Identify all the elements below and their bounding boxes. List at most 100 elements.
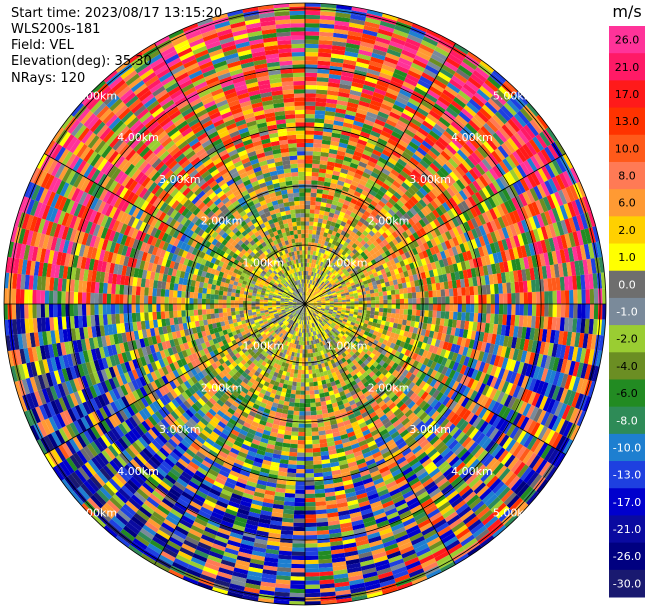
velocity-gate bbox=[371, 268, 377, 274]
velocity-gate bbox=[314, 389, 320, 395]
velocity-gate bbox=[313, 381, 318, 387]
velocity-gate bbox=[403, 270, 409, 278]
velocity-gate bbox=[312, 291, 317, 295]
velocity-gate bbox=[555, 317, 561, 331]
velocity-gate bbox=[397, 92, 410, 102]
velocity-gate bbox=[529, 267, 536, 281]
velocity-gate bbox=[448, 369, 456, 379]
velocity-gate bbox=[536, 291, 541, 304]
velocity-gate bbox=[323, 311, 329, 315]
velocity-gate bbox=[341, 126, 352, 133]
velocity-gate bbox=[305, 489, 315, 494]
velocity-gate bbox=[435, 75, 449, 86]
velocity-gate bbox=[407, 187, 416, 196]
velocity-gate bbox=[326, 198, 333, 205]
velocity-gate bbox=[321, 223, 327, 229]
velocity-gate bbox=[443, 318, 449, 327]
velocity-gate bbox=[377, 315, 383, 321]
velocity-gate bbox=[378, 264, 385, 271]
velocity-gate bbox=[316, 308, 321, 311]
velocity-gate bbox=[328, 277, 333, 282]
velocity-gate bbox=[287, 468, 297, 474]
velocity-gate bbox=[314, 110, 326, 115]
velocity-gate bbox=[401, 182, 410, 191]
velocity-gate bbox=[362, 149, 373, 157]
velocity-gate bbox=[312, 290, 316, 295]
velocity-gate bbox=[559, 204, 569, 220]
velocity-gate bbox=[482, 304, 487, 314]
velocity-gate bbox=[311, 435, 320, 441]
velocity-gate bbox=[481, 187, 491, 199]
velocity-gate bbox=[360, 274, 366, 279]
velocity-gate bbox=[421, 172, 431, 182]
velocity-gate bbox=[497, 356, 505, 368]
velocity-gate bbox=[308, 242, 312, 247]
velocity-gate bbox=[424, 304, 429, 311]
velocity-gate bbox=[418, 348, 425, 357]
velocity-gate bbox=[292, 530, 305, 536]
velocity-gate bbox=[312, 151, 321, 157]
velocity-gate bbox=[301, 361, 305, 366]
velocity-gate bbox=[312, 306, 317, 309]
velocity-gate bbox=[421, 140, 433, 150]
velocity-gate bbox=[499, 261, 505, 273]
velocity-gate bbox=[317, 222, 323, 228]
velocity-gate bbox=[365, 233, 373, 240]
velocity-gate bbox=[296, 357, 300, 362]
velocity-gate bbox=[550, 193, 560, 208]
velocity-gate bbox=[375, 244, 382, 251]
velocity-gate bbox=[418, 175, 428, 185]
velocity-gate bbox=[307, 258, 310, 263]
velocity-gate bbox=[358, 295, 363, 299]
velocity-gate bbox=[402, 282, 407, 289]
velocity-gate bbox=[492, 132, 505, 146]
velocity-gate bbox=[398, 313, 404, 320]
velocity-gate bbox=[364, 226, 372, 234]
velocity-gate bbox=[409, 66, 424, 76]
velocity-gate bbox=[433, 197, 442, 207]
velocity-gate bbox=[305, 225, 310, 230]
velocity-gate bbox=[352, 77, 365, 85]
velocity-gate bbox=[322, 283, 327, 288]
velocity-gate bbox=[378, 274, 384, 280]
velocity-gate bbox=[335, 288, 340, 293]
velocity-gate bbox=[521, 269, 527, 282]
velocity-gate bbox=[335, 290, 341, 294]
velocity-gate bbox=[422, 242, 430, 251]
velocity-gate bbox=[402, 81, 416, 91]
velocity-gate bbox=[305, 159, 313, 164]
velocity-gate bbox=[326, 220, 332, 226]
velocity-gate bbox=[539, 341, 546, 355]
velocity-gate bbox=[331, 253, 337, 259]
velocity-gate bbox=[470, 304, 475, 313]
velocity-gate bbox=[289, 443, 298, 449]
velocity-gate bbox=[322, 290, 327, 294]
velocity-gate bbox=[544, 238, 552, 253]
velocity-gate bbox=[295, 473, 305, 478]
velocity-gate bbox=[328, 212, 335, 218]
velocity-gate bbox=[501, 227, 510, 239]
velocity-gate bbox=[430, 175, 441, 186]
velocity-gate bbox=[520, 206, 529, 220]
velocity-gate bbox=[528, 138, 541, 154]
velocity-gate bbox=[412, 274, 419, 281]
velocity-gate bbox=[445, 199, 454, 210]
velocity-gate bbox=[345, 272, 350, 277]
velocity-gate bbox=[415, 83, 429, 93]
velocity-gate bbox=[496, 345, 503, 357]
velocity-gate bbox=[470, 217, 479, 229]
velocity-gate bbox=[396, 278, 402, 285]
velocity-gate bbox=[544, 210, 553, 225]
velocity-gate bbox=[387, 157, 398, 166]
velocity-gate bbox=[323, 232, 328, 238]
velocity-gate bbox=[333, 213, 340, 220]
velocity-gate bbox=[437, 304, 442, 312]
velocity-gate bbox=[543, 342, 550, 356]
velocity-gate bbox=[382, 329, 388, 336]
velocity-gate bbox=[308, 305, 313, 307]
velocity-gate bbox=[341, 295, 346, 299]
velocity-gate bbox=[482, 172, 493, 185]
velocity-gate bbox=[363, 248, 370, 255]
velocity-gate bbox=[353, 172, 363, 180]
velocity-gate bbox=[382, 239, 389, 246]
